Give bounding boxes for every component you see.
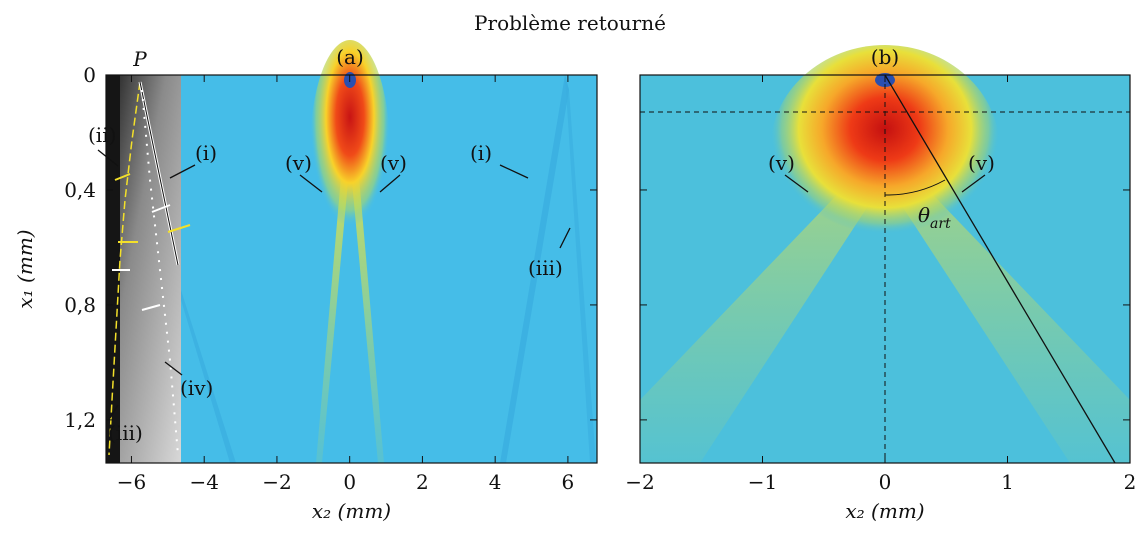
y-axis-label: x₁ (mm) — [13, 229, 37, 308]
x-tick-label: 1 — [1001, 470, 1014, 494]
annotation: (v) — [285, 151, 312, 175]
x-tick-label: −6 — [117, 470, 146, 494]
x-tick-label: −1 — [748, 470, 777, 494]
annotation: art — [930, 216, 951, 232]
annotation: (iii) — [108, 421, 143, 445]
y-tick-label: 1,2 — [64, 408, 96, 432]
annotation: θart — [918, 203, 951, 232]
panel-a-image — [106, 40, 597, 463]
arrows — [97, 149, 986, 419]
annotation: θ — [918, 203, 930, 227]
y-tick-label: 0 — [83, 63, 96, 87]
annotation: (i) — [470, 141, 492, 165]
x-tick-label: 6 — [562, 470, 575, 494]
x-tick-label: −2 — [625, 470, 654, 494]
x-tick-label: −4 — [189, 470, 218, 494]
x-tick-label: 2 — [1124, 470, 1137, 494]
y-tick-label: 0,4 — [64, 178, 96, 202]
annotation: (v) — [380, 151, 407, 175]
x-axis-label: x₂ (mm) — [312, 499, 391, 523]
x-tick-label: 4 — [489, 470, 502, 494]
annotation: (iii) — [528, 256, 563, 280]
panel-b-image — [640, 45, 1130, 464]
annotations: P (ii) (i) (v) (v) (i) (iii) (iv) (iii) … — [88, 47, 995, 445]
plot-frame — [105, 74, 598, 464]
annotation: P — [132, 47, 147, 71]
annotation: (v) — [768, 151, 795, 175]
panel-label: (b) — [871, 45, 899, 69]
x-tick-label: −2 — [262, 470, 291, 494]
y-tick-label: 0,8 — [64, 293, 96, 317]
annotation: (ii) — [88, 123, 116, 147]
x-tick-label: 0 — [879, 470, 892, 494]
x-tick-label: 2 — [416, 470, 429, 494]
annotation: (iv) — [180, 376, 213, 400]
annotation: (i) — [195, 141, 217, 165]
x-tick-label: 0 — [343, 470, 356, 494]
annotation: (v) — [968, 151, 995, 175]
x-axis-label: x₂ (mm) — [845, 499, 924, 523]
figure-title: Problème retourné — [474, 11, 666, 35]
panel-label: (a) — [336, 45, 364, 69]
